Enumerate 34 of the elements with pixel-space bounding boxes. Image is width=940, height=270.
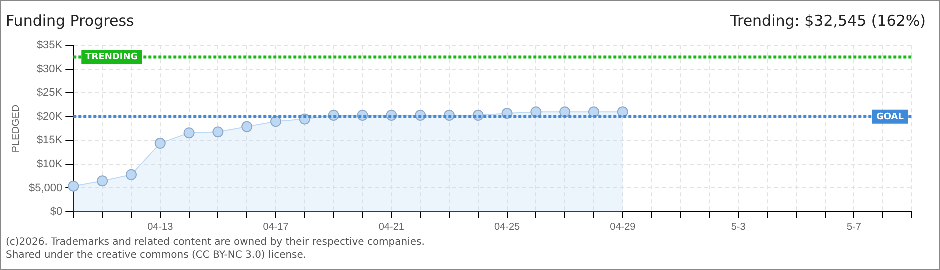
- x-tick-label: 04-25: [494, 222, 520, 233]
- point: [617, 106, 628, 118]
- point: [212, 126, 224, 138]
- point: [530, 106, 542, 118]
- y-tick-label: $10K: [36, 158, 64, 170]
- point: [126, 169, 137, 180]
- point: [560, 106, 571, 118]
- y-axis-title: PLEDGED: [10, 104, 22, 153]
- y-tick-label: $35K: [36, 40, 64, 52]
- text: (c)2026. Trademarks and related content are owned by their respective companies.: [6, 237, 425, 248]
- point: [270, 116, 282, 128]
- y-tick-label: $5,000: [28, 182, 63, 194]
- x-tick-label: 04-17: [263, 222, 290, 233]
- text: Trending: $32,545 (162%): [730, 12, 926, 30]
- y-tick-label: $25K: [36, 87, 64, 100]
- y-tick-label: $20K: [36, 110, 64, 123]
- y-tick-label: $30K: [36, 63, 64, 76]
- x-tick-label: 5-3: [731, 222, 746, 233]
- text: Shared under the creative commons (CC BY-NC 3.0) license.: [6, 250, 307, 261]
- x-tick-label: 04-29: [610, 222, 636, 233]
- point: [68, 180, 80, 192]
- x-tick-label: 04-13: [148, 222, 174, 233]
- point: [588, 106, 600, 118]
- point: [154, 138, 166, 150]
- point: [97, 176, 108, 187]
- y-tick-label: $0: [50, 206, 63, 218]
- ref-line-label: TRENDING: [86, 52, 138, 63]
- x-tick-label: 5-7: [846, 222, 862, 233]
- point: [242, 121, 253, 132]
- point: [184, 128, 195, 139]
- y-tick-label: $15K: [36, 134, 64, 147]
- chart-title: Funding Progress: [6, 12, 134, 30]
- x-tick-label: 04-21: [378, 222, 405, 233]
- ref-line-label: GOAL: [876, 112, 904, 122]
